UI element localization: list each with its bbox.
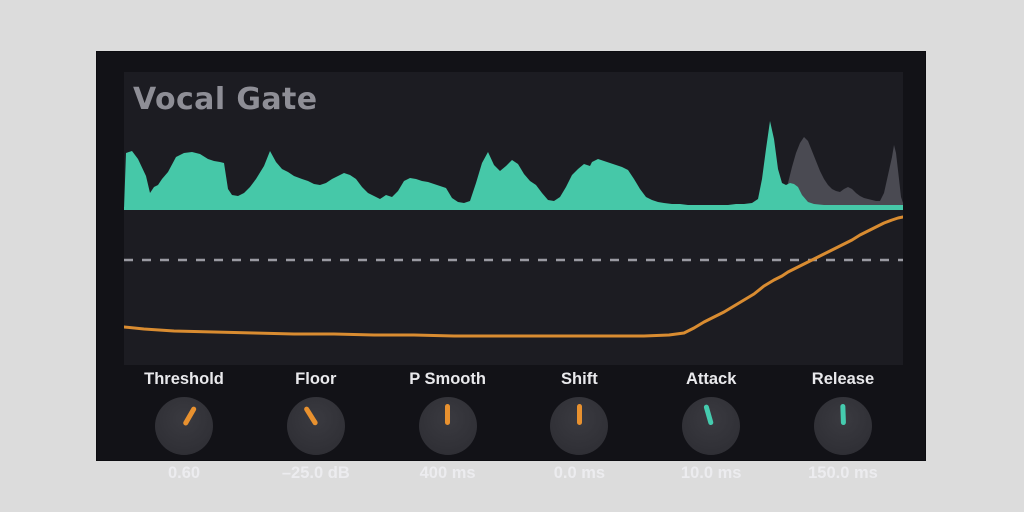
knob-value: 400 ms: [419, 464, 476, 482]
page-title: Vocal Gate: [133, 82, 318, 117]
gain-envelope-layer: [124, 215, 903, 338]
knob-shift[interactable]: Shift 0.0 ms: [519, 370, 639, 483]
knob-dial-icon[interactable]: [418, 397, 477, 455]
knob-pointer-icon: [445, 404, 450, 425]
knob-label: Floor: [295, 370, 337, 388]
plugin-window: Vocal Gate Threshold 0.60 Floor –25.0 dB P S…: [97, 52, 925, 482]
knob-pointer-icon: [302, 405, 318, 427]
knob-dial-icon[interactable]: [155, 397, 213, 455]
gain-envelope-curve: [124, 215, 903, 338]
knob-value: 0.60: [167, 464, 201, 482]
knob-label: P Smooth: [409, 370, 486, 388]
knob-value: 10.0 ms: [680, 464, 742, 482]
knob-label: Attack: [685, 370, 737, 388]
knob-dial-icon[interactable]: [813, 397, 872, 455]
waveform-gated-layer: [780, 137, 903, 209]
knob-dial-icon[interactable]: [550, 397, 609, 455]
knob-value: –25.0 dB: [281, 464, 350, 482]
knob-floor[interactable]: Floor –25.0 dB: [256, 370, 376, 483]
knob-pointer-icon: [577, 404, 582, 425]
knob-row: Threshold 0.60 Floor –25.0 dB P Smooth 400 ms…: [124, 370, 903, 482]
knob-threshold[interactable]: Threshold 0.60: [124, 370, 244, 483]
knob-label: Release: [811, 370, 875, 388]
graph-panel[interactable]: [124, 72, 903, 365]
waveform-active-layer: [124, 121, 903, 210]
knob-value: 150.0 ms: [808, 464, 878, 482]
knob-pointer-icon: [703, 404, 714, 426]
waveform-baseline: [124, 207, 903, 210]
knob-label: Shift: [561, 370, 598, 388]
knob-attack[interactable]: Attack 10.0 ms: [651, 370, 771, 483]
knob-release[interactable]: Release 150.0 ms: [783, 370, 903, 483]
knob-dial-icon[interactable]: [286, 397, 345, 455]
knob-pointer-icon: [840, 403, 846, 426]
gate-visualizer: [124, 121, 903, 338]
knob-p-smooth[interactable]: P Smooth 400 ms: [388, 370, 508, 483]
knob-dial-icon[interactable]: [682, 397, 741, 455]
knob-label: Threshold: [144, 370, 224, 388]
knob-value: 0.0 ms: [553, 464, 606, 482]
knob-pointer-icon: [182, 405, 197, 427]
